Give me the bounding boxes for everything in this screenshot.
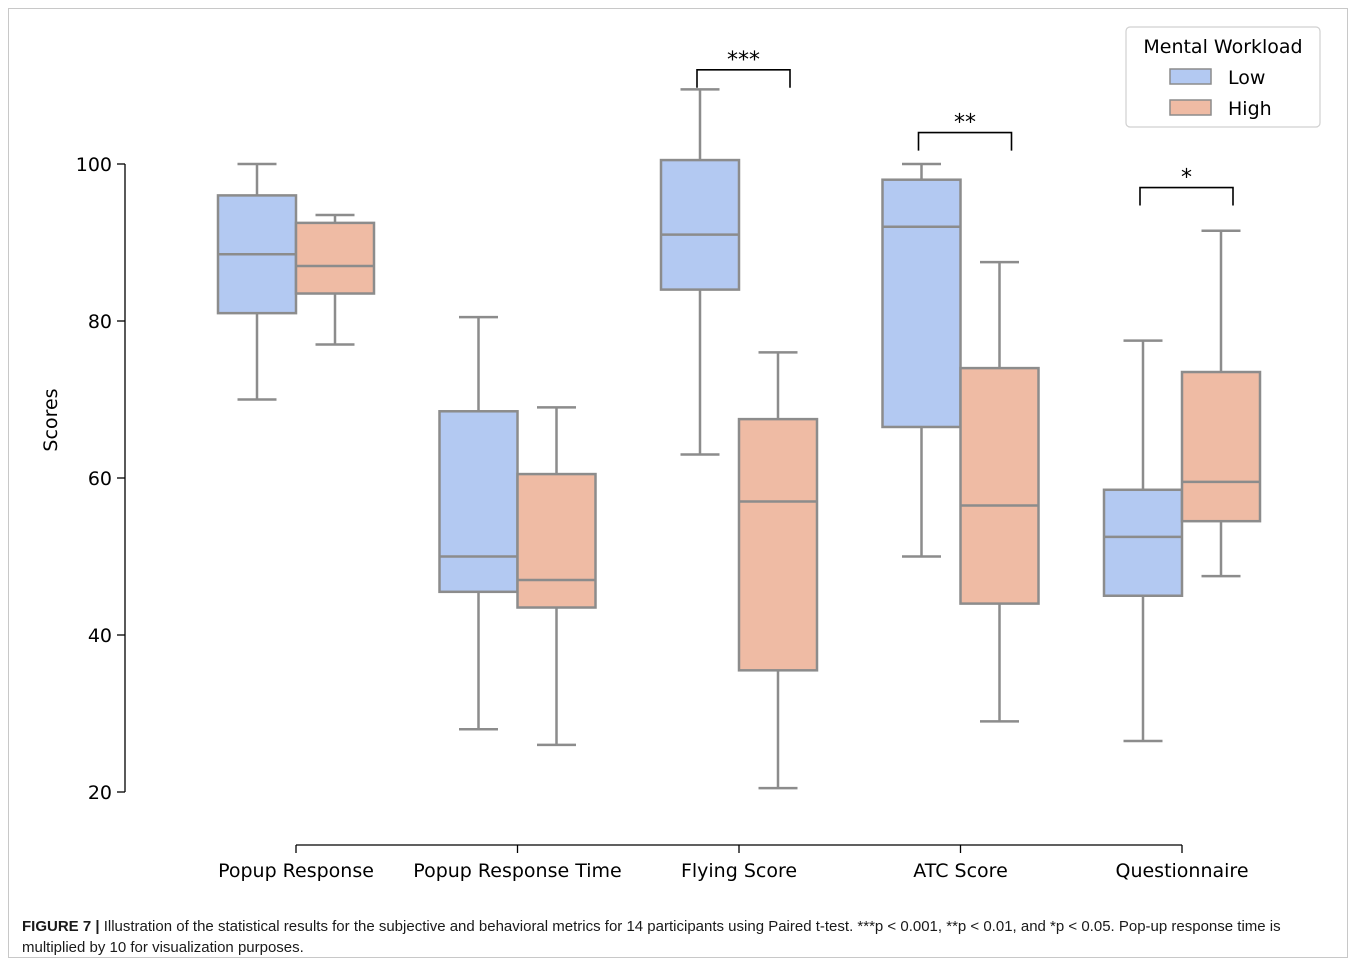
x-tick-label: Popup Response Time [413, 860, 621, 882]
y-tick-label: 40 [88, 625, 112, 647]
iqr-box [294, 221, 376, 295]
iqr-box [516, 472, 597, 609]
legend-swatch-low [1169, 68, 1212, 85]
significance-bracket [1139, 186, 1234, 206]
x-tick-label: Flying Score [681, 860, 797, 882]
x-tick-label: Questionnaire [1115, 860, 1248, 882]
legend-swatch-high [1169, 99, 1212, 116]
x-axis: Popup Response Popup Response Time Flying … [218, 844, 1249, 882]
legend-label-high: High [1228, 98, 1272, 120]
caption-label: FIGURE 7 | [22, 918, 100, 935]
y-axis-label: Scores [40, 388, 62, 451]
box-low [881, 162, 962, 558]
iqr-box [959, 366, 1040, 605]
iqr-box [737, 417, 819, 672]
legend-label-low: Low [1228, 67, 1265, 89]
y-tick-label: 80 [88, 311, 112, 333]
significance-bracket [696, 69, 791, 88]
y-tick-label: 60 [88, 468, 112, 490]
significance-annotations: ****** [696, 48, 1234, 206]
box-high [1180, 229, 1262, 578]
iqr-box [1180, 370, 1262, 523]
iqr-box [659, 158, 741, 291]
significance-bracket [917, 131, 1013, 151]
y-axis: 20 40 60 80 100 [76, 154, 126, 804]
iqr-box [1102, 488, 1184, 597]
box-low [438, 315, 519, 731]
box-high [959, 260, 1040, 723]
x-tick-label: Popup Response [218, 860, 374, 882]
iqr-box [438, 410, 519, 594]
figure-caption: FIGURE 7 | Illustration of the statistic… [22, 916, 1322, 958]
box-high [516, 406, 597, 747]
box-low [659, 88, 741, 456]
caption-text: Illustration of the statistical results … [22, 918, 1281, 956]
x-tick-label: ATC Score [913, 860, 1008, 882]
figure-frame [8, 8, 1348, 958]
box-high [294, 213, 376, 346]
legend: Mental Workload Low High [1125, 26, 1321, 128]
significance-stars: *** [727, 48, 760, 73]
y-tick-label: 20 [88, 782, 112, 804]
iqr-box [881, 178, 962, 429]
box-low [216, 162, 298, 401]
legend-title: Mental Workload [1143, 36, 1302, 58]
box-low [1102, 339, 1184, 743]
significance-stars: ** [954, 111, 976, 136]
y-tick-label: 100 [76, 154, 112, 176]
box-series [216, 88, 1262, 790]
significance-stars: * [1181, 166, 1192, 191]
box-high [737, 351, 819, 790]
